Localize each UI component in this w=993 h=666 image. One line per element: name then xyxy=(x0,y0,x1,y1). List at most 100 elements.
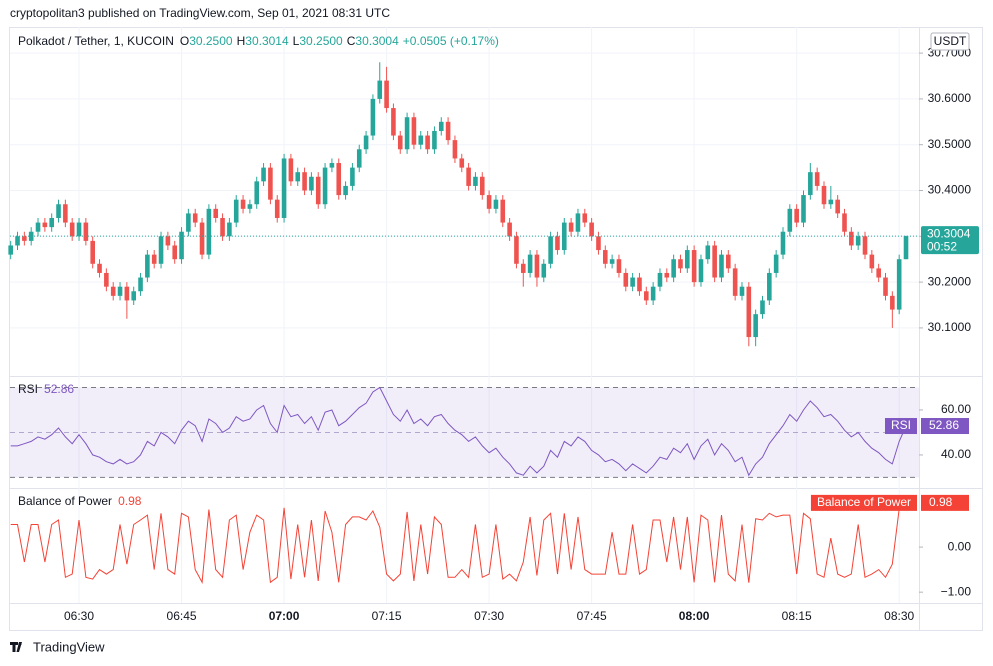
y-tick-label: −1.00 xyxy=(941,584,972,598)
legend-text: RSI xyxy=(18,382,38,396)
candle-body xyxy=(596,236,601,251)
candle-body xyxy=(630,277,635,287)
y-tick-label: 30.2000 xyxy=(928,274,972,288)
y-tick-label: 30.5000 xyxy=(928,137,972,151)
chart-frame xyxy=(9,27,983,631)
candle-body xyxy=(589,222,594,237)
x-tick-label: 06:45 xyxy=(167,609,197,623)
candle-body xyxy=(691,250,697,283)
candle-body xyxy=(261,167,266,182)
legend-text: Polkadot / Tether, 1, KUCOIN xyxy=(18,34,174,48)
candle-body xyxy=(835,199,840,214)
candle-body xyxy=(890,295,895,310)
countdown-label: 00:52 xyxy=(927,239,957,253)
candle-body xyxy=(186,213,191,232)
candle-body xyxy=(220,217,225,237)
candle-body xyxy=(418,135,424,145)
candle-body xyxy=(63,204,68,223)
candle-body xyxy=(760,300,765,315)
candle-body xyxy=(685,250,690,269)
candle-body xyxy=(473,176,478,186)
chart-legend: Polkadot / Tether, 1, KUCOIN O30.2500 H30.… xyxy=(18,34,499,48)
candle-body xyxy=(664,272,670,278)
x-tick-label: 07:30 xyxy=(474,609,504,623)
value-tag-box xyxy=(921,418,969,435)
candle-body xyxy=(309,176,314,191)
legend-text: 30.2500 xyxy=(299,34,343,48)
candle-body xyxy=(739,286,745,296)
x-tick-label: 07:15 xyxy=(372,609,402,623)
candle-body xyxy=(773,254,779,273)
indicator-line xyxy=(10,502,907,584)
value-tag-box xyxy=(921,494,969,511)
candle-body xyxy=(83,222,89,241)
candle-body xyxy=(780,231,786,255)
brand-name: TradingView xyxy=(33,639,105,654)
candle-body xyxy=(719,254,724,278)
value-tag-label: 0.98 xyxy=(929,495,953,509)
legend-text: C xyxy=(347,34,356,48)
candle-body xyxy=(698,259,704,283)
candle-body xyxy=(555,236,560,251)
last-price-label: 30.3004 xyxy=(927,226,971,240)
candle-body xyxy=(138,277,143,292)
y-tick-label: 60.00 xyxy=(941,402,971,416)
candle-body xyxy=(411,117,417,145)
legend-text: 30.3004 xyxy=(355,34,399,48)
candle-body xyxy=(527,254,533,273)
candle-body xyxy=(814,172,820,186)
candle-body xyxy=(322,167,328,205)
legend-text: L xyxy=(293,34,300,48)
candle-body xyxy=(35,222,41,232)
candle-body xyxy=(49,217,54,228)
candle-body xyxy=(165,236,171,246)
candle-body xyxy=(370,98,376,136)
candle-body xyxy=(124,286,130,301)
candle-body xyxy=(56,204,61,218)
candle-body xyxy=(158,236,164,264)
candle-body xyxy=(616,259,622,273)
candle-body xyxy=(315,176,321,205)
candle-body xyxy=(507,222,512,237)
candle-body xyxy=(479,176,485,196)
candle-body xyxy=(329,163,335,168)
y-tick-label: 40.00 xyxy=(941,447,971,461)
candle-body xyxy=(787,208,793,232)
candle-body xyxy=(541,263,547,278)
candle-body xyxy=(732,268,738,296)
brand-logo xyxy=(10,642,22,652)
pane-legend: Balance of Power 0.98 xyxy=(18,494,142,508)
candle-body xyxy=(466,167,471,186)
candle-body xyxy=(117,286,123,296)
candle-body xyxy=(828,199,834,205)
candle-body xyxy=(274,199,280,218)
candle-body xyxy=(356,149,362,168)
legend-text: +0.0505 (+0.17%) xyxy=(403,34,499,48)
candle-body xyxy=(452,140,458,159)
value-tag-name-box xyxy=(810,494,917,511)
candle-body xyxy=(855,236,861,246)
candle-body xyxy=(391,108,396,136)
candle-body xyxy=(110,286,116,296)
candle-body xyxy=(268,167,273,200)
value-tag-name-box xyxy=(884,418,917,435)
candle-body xyxy=(145,254,150,278)
y-tick-label: 0.00 xyxy=(948,539,972,553)
y-tick-label: 30.6000 xyxy=(928,91,972,105)
publish-header: cryptopolitan3 published on TradingView.… xyxy=(10,6,390,20)
candle-body xyxy=(671,259,676,278)
candle-body xyxy=(493,199,499,209)
candle-body xyxy=(602,250,608,264)
candle-body xyxy=(179,231,184,260)
y-tick-label: 30.1000 xyxy=(928,320,972,334)
candle-body xyxy=(644,291,649,301)
candle-body xyxy=(657,272,663,287)
candle-body xyxy=(206,208,212,255)
legend-text: Balance of Power xyxy=(18,494,112,508)
candle-body xyxy=(746,286,752,338)
x-tick-label: 08:30 xyxy=(884,609,914,623)
candle-body xyxy=(767,272,772,301)
candle-body xyxy=(199,222,205,255)
